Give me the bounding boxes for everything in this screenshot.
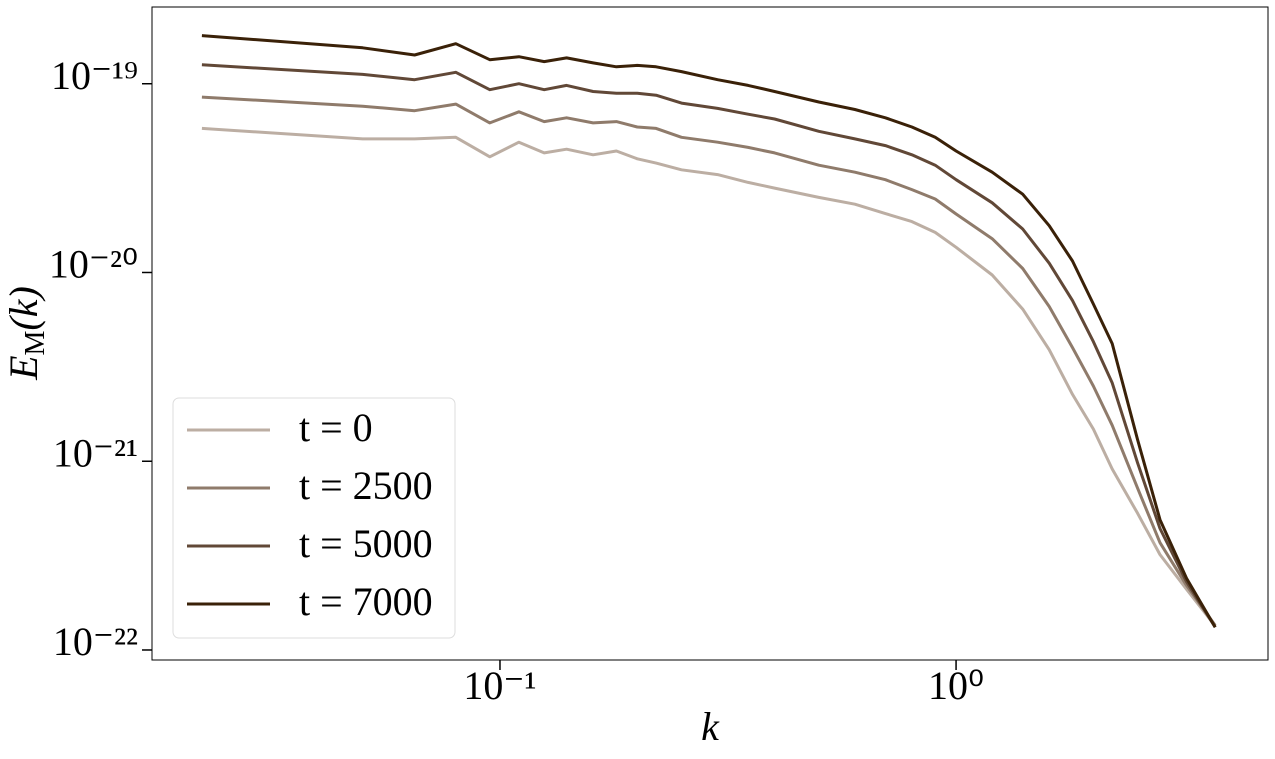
- line-series: [201, 34, 1217, 628]
- x-tick-label: 10⁰: [928, 663, 984, 708]
- y-tick-label: 10⁻²¹: [53, 430, 138, 475]
- y-axis-label: EM(k): [1, 286, 51, 381]
- y-tick-label: 10⁻¹⁹: [51, 53, 138, 98]
- y-tick-label: 10⁻²²: [53, 619, 138, 664]
- line-series: [201, 95, 1217, 627]
- legend-label: t = 7000: [299, 579, 433, 624]
- x-axis-label: k: [701, 704, 720, 749]
- y-tick-label: 10⁻²⁰: [49, 242, 138, 287]
- legend: t = 0 t = 2500 t = 5000 t = 7000: [172, 397, 456, 639]
- legend-label: t = 0: [299, 405, 373, 450]
- line-series: [201, 126, 1217, 627]
- legend-box: [172, 397, 456, 639]
- plot-frame: [151, 6, 1269, 661]
- line-series: [201, 63, 1217, 629]
- legend-label: t = 2500: [299, 463, 433, 508]
- x-tick-label: 10⁻¹: [463, 663, 536, 708]
- legend-label: t = 5000: [299, 521, 433, 566]
